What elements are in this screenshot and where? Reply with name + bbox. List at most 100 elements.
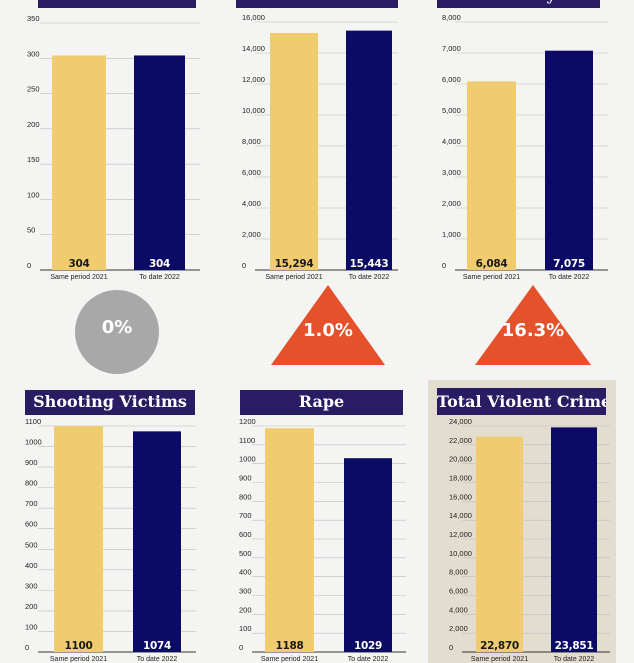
y-tick-label: 400	[239, 568, 252, 577]
y-tick-label: 24,000	[449, 417, 472, 426]
y-tick-label: 300	[27, 49, 40, 58]
category-label: Same period 2021	[50, 656, 107, 663]
y-tick-label: 200	[25, 602, 38, 611]
y-tick-label: 1000	[239, 455, 256, 464]
chart-title-shooting-victims: Shooting Victims	[25, 390, 195, 415]
y-tick-label: 900	[239, 474, 252, 483]
bar-to-date-2022	[346, 30, 392, 270]
y-tick-label: 1100	[25, 417, 41, 426]
y-tick-label: 8,000	[242, 137, 261, 146]
up-triangle-icon	[271, 285, 385, 365]
y-tick-label: 2,000	[449, 624, 468, 633]
y-tick-label: 150	[27, 155, 40, 164]
y-tick-label: 12,000	[242, 75, 265, 84]
category-label: Same period 2021	[463, 274, 520, 281]
y-tick-label: 12,000	[449, 530, 472, 539]
y-tick-label: 1200	[239, 417, 256, 426]
y-tick-label: 16,000	[449, 492, 472, 501]
chart-title-total-violent-crimes: Total Violent Crimes	[437, 388, 606, 415]
y-tick-label: 4,000	[442, 137, 461, 146]
data-label: 304	[68, 258, 89, 270]
data-label: 6,084	[476, 258, 508, 270]
y-tick-label: 600	[25, 520, 38, 529]
y-tick-label: 0	[442, 261, 446, 270]
y-tick-label: 4,000	[449, 605, 468, 614]
data-label: 1188	[275, 640, 303, 652]
y-tick-label: 22,000	[449, 436, 472, 445]
change-text-robbery: 16.3%	[501, 320, 565, 341]
y-tick-label: 1000	[25, 438, 42, 447]
y-tick-label: 8,000	[449, 568, 468, 577]
y-tick-label: 5,000	[442, 106, 461, 115]
data-label: 15,294	[275, 258, 314, 270]
category-label: To date 2022	[549, 274, 590, 281]
bar-same-period-2021	[467, 81, 516, 271]
bar-same-period-2021	[265, 428, 314, 652]
bar-to-date-2022	[551, 427, 597, 652]
y-tick-label: 200	[239, 605, 252, 614]
y-tick-label: 800	[25, 479, 38, 488]
bar-same-period-2021	[54, 426, 103, 652]
y-tick-label: 14,000	[242, 44, 265, 53]
y-tick-label: 600	[239, 530, 252, 539]
y-tick-label: 800	[239, 492, 252, 501]
y-tick-label: 100	[25, 622, 38, 631]
change-text-assault: 1.0%	[303, 320, 353, 341]
y-tick-label: 8,000	[442, 13, 461, 22]
category-label: Same period 2021	[50, 274, 107, 281]
y-tick-label: 400	[25, 561, 38, 570]
y-tick-label: 300	[25, 581, 38, 590]
y-tick-label: 2,000	[242, 230, 261, 239]
y-tick-label: 900	[25, 458, 38, 467]
y-tick-label: 500	[25, 540, 38, 549]
bar-to-date-2022	[344, 458, 392, 652]
y-tick-label: 16,000	[242, 13, 265, 22]
y-tick-label: 7,000	[442, 44, 461, 53]
data-label: 15,443	[350, 258, 389, 270]
chart-title-assault: Assault	[236, 0, 398, 8]
data-label: 1074	[143, 640, 171, 652]
category-label: To date 2022	[554, 656, 595, 663]
category-label: To date 2022	[139, 274, 180, 281]
y-tick-label: 300	[239, 587, 252, 596]
category-label: To date 2022	[137, 656, 178, 663]
category-label: Same period 2021	[261, 656, 318, 663]
y-tick-label: 250	[27, 85, 40, 94]
y-tick-label: 500	[239, 549, 252, 558]
y-tick-label: 1,000	[442, 230, 461, 239]
y-tick-label: 0	[449, 643, 453, 652]
y-tick-label: 100	[27, 190, 40, 199]
change-indicator-assault: 1.0%	[271, 285, 385, 365]
change-indicator-robbery: 16.3%	[475, 285, 591, 365]
chart-title-homicide: Homicide	[38, 0, 196, 8]
up-triangle-icon	[475, 285, 591, 365]
y-tick-label: 0	[239, 643, 243, 652]
category-label: To date 2022	[349, 274, 390, 281]
bar-same-period-2021	[52, 55, 106, 270]
data-label: 1029	[354, 640, 382, 652]
y-tick-label: 0	[25, 643, 29, 652]
change-indicator-homicide: 0%	[75, 290, 159, 374]
bar-to-date-2022	[133, 431, 181, 652]
category-label: Same period 2021	[265, 274, 322, 281]
y-tick-label: 0	[27, 261, 31, 270]
data-label: 7,075	[553, 258, 585, 270]
category-label: To date 2022	[348, 656, 389, 663]
y-tick-label: 1100	[239, 436, 255, 445]
y-tick-label: 350	[27, 14, 40, 23]
chart-title-rape: Rape	[240, 390, 403, 415]
y-tick-label: 700	[239, 511, 252, 520]
y-tick-label: 200	[27, 120, 40, 129]
bar-to-date-2022	[545, 50, 593, 270]
y-tick-label: 50	[27, 226, 35, 235]
data-label: 1100	[64, 640, 92, 652]
y-tick-label: 100	[239, 624, 252, 633]
y-tick-label: 20,000	[449, 455, 472, 464]
data-label: 23,851	[555, 640, 594, 652]
